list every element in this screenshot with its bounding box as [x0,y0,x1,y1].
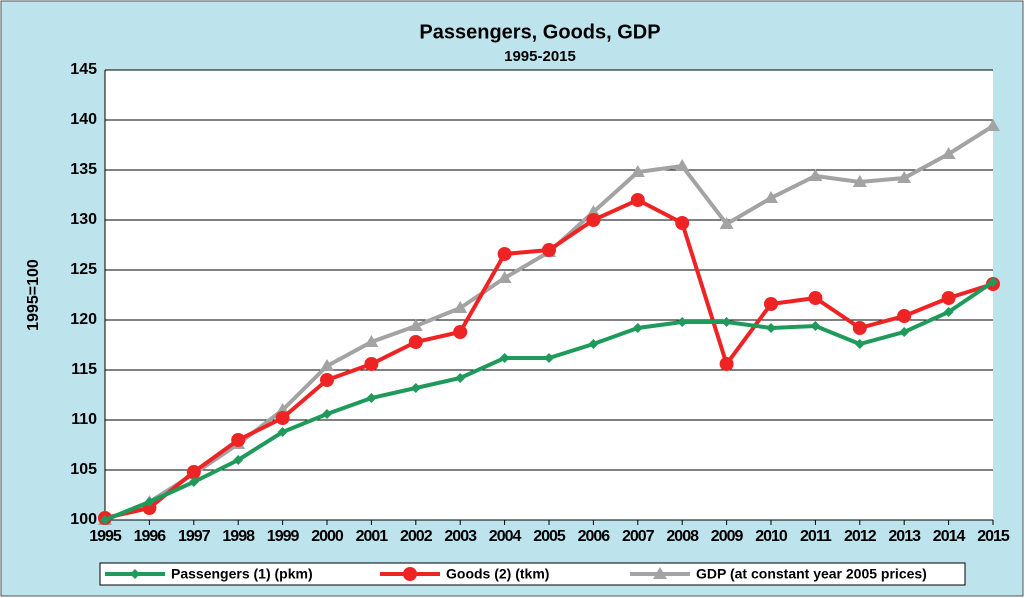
x-tick-label: 2011 [800,528,832,545]
point [130,569,140,579]
x-tick-label: 2001 [356,528,389,545]
y-tick-label: 120 [70,311,97,328]
x-tick-label: 2012 [844,528,877,545]
x-tick-label: 2007 [622,528,655,545]
point [277,427,288,437]
point [764,191,778,203]
x-tick-label: 2014 [933,528,966,545]
point [408,335,423,349]
y-tick-label: 140 [70,111,97,128]
point [719,357,734,371]
point [322,409,332,419]
point [899,327,910,337]
point [100,515,110,525]
point [364,357,379,371]
legend-label: GDP (at constant year 2005 prices) [696,566,927,582]
x-tick-label: 2006 [578,528,611,545]
point [941,291,956,305]
point [410,383,421,393]
point [764,297,778,311]
point [233,455,244,465]
point [808,291,823,305]
point [453,325,468,339]
point [366,393,377,403]
point [677,317,688,327]
x-tick-label: 1998 [222,528,255,545]
point [943,307,954,317]
point [986,119,1000,131]
point [630,193,645,207]
y-tick-label: 130 [70,211,97,228]
x-tick-label: 2005 [533,528,566,545]
point [186,465,201,479]
point [630,165,645,177]
x-tick-label: 2003 [444,528,477,545]
plot-area [105,70,993,520]
point [408,319,423,331]
x-tick-label: 2004 [489,528,522,545]
point [320,373,334,387]
point [144,497,155,507]
legend-label: Passengers (1) (pkm) [171,566,313,582]
point [852,175,867,187]
point [320,359,334,371]
chart-subtitle: 1995-2015 [504,48,576,65]
y-tick-label: 110 [71,411,97,428]
point [499,353,510,363]
point [588,339,599,349]
point [719,217,734,229]
point [497,247,512,261]
point [544,353,554,363]
point [188,477,199,487]
point [403,567,417,581]
point [675,216,690,230]
y-tick-label: 105 [70,461,97,478]
point [364,335,379,347]
point [542,243,556,257]
chart-title: Passengers, Goods, GDP [419,21,660,43]
x-tick-label: 1997 [178,528,211,545]
y-axis-label: 1995=100 [25,259,42,331]
x-tick-label: 1999 [267,528,300,545]
y-tick-label: 115 [71,361,97,378]
point [941,147,956,159]
point [455,373,466,383]
point [852,321,867,335]
point [675,159,690,171]
x-tick-label: 2008 [666,528,699,545]
point [275,411,290,425]
point [497,271,512,283]
point [897,171,912,183]
y-tick-label: 135 [70,161,97,178]
point [810,321,821,331]
legend-label: Goods (2) (tkm) [446,566,549,582]
x-tick-label: 2010 [755,528,788,545]
point [586,213,601,227]
x-tick-label: 1995 [89,528,122,545]
x-tick-label: 2002 [400,528,433,545]
y-tick-label: 100 [70,511,97,528]
legend [99,562,966,586]
x-tick-label: 2009 [711,528,744,545]
x-tick-label: 2015 [977,528,1010,545]
point [632,323,643,333]
point [988,277,998,287]
point [721,317,732,327]
point [766,323,776,333]
x-tick-label: 2000 [311,528,344,545]
point [231,433,246,447]
point [653,567,667,579]
y-tick-label: 125 [70,261,97,278]
point [808,169,823,181]
point [453,301,468,313]
point [854,339,865,349]
x-tick-label: 2013 [888,528,921,545]
point [897,309,912,323]
x-tick-label: 1996 [134,528,167,545]
y-tick-label: 145 [70,61,97,78]
